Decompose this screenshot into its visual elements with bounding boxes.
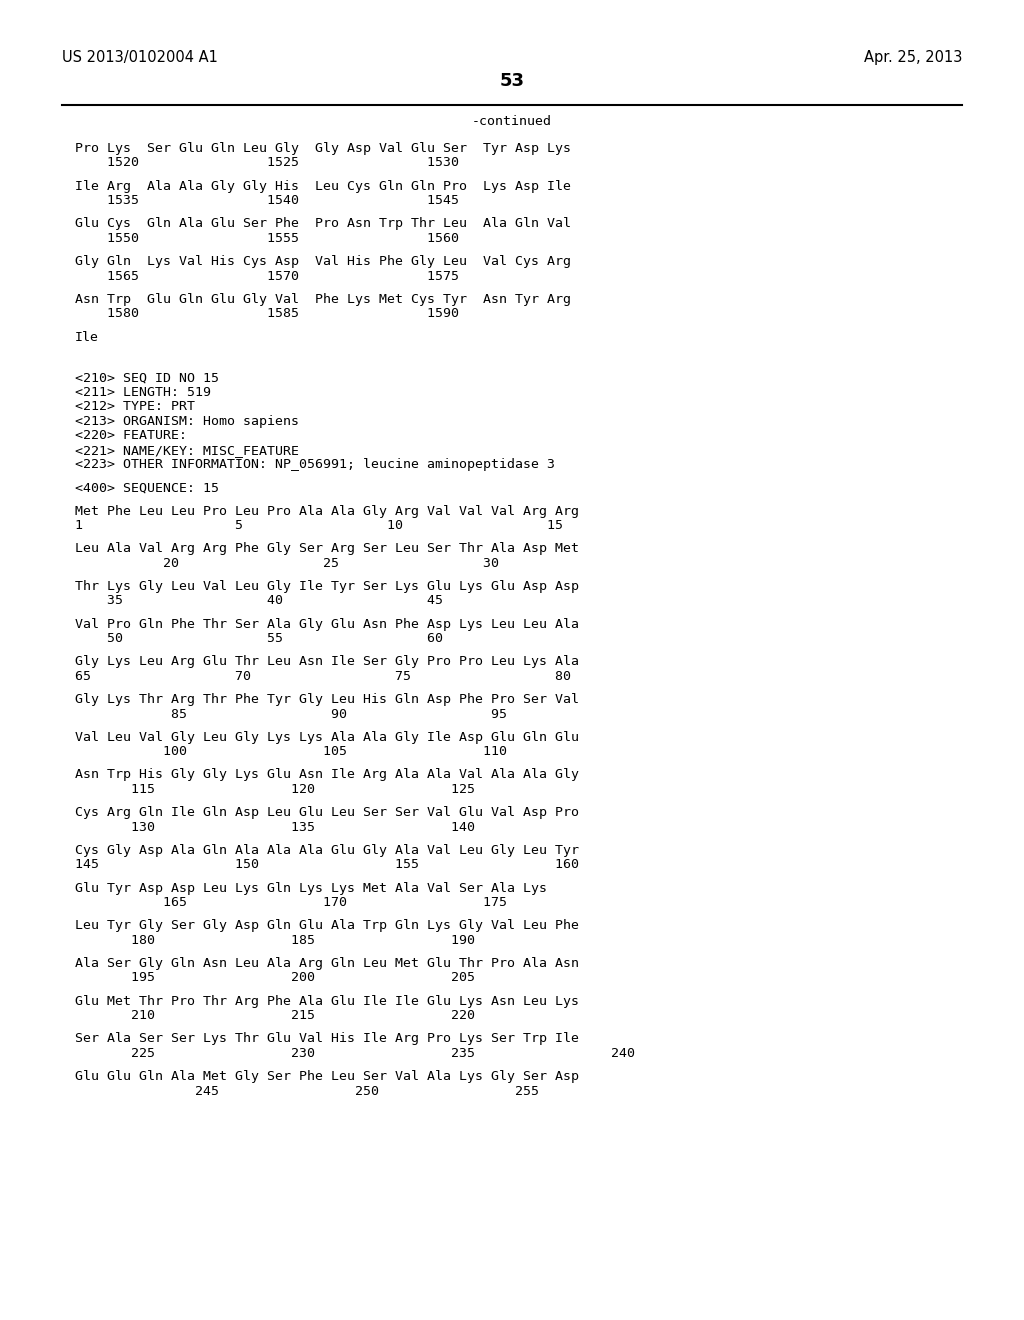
Text: 210                 215                 220: 210 215 220 — [75, 1008, 475, 1022]
Text: Met Phe Leu Leu Pro Leu Pro Ala Ala Gly Arg Val Val Val Arg Arg: Met Phe Leu Leu Pro Leu Pro Ala Ala Gly … — [75, 504, 579, 517]
Text: -continued: -continued — [472, 115, 552, 128]
Text: Cys Arg Gln Ile Gln Asp Leu Glu Leu Ser Ser Val Glu Val Asp Pro: Cys Arg Gln Ile Gln Asp Leu Glu Leu Ser … — [75, 807, 579, 820]
Text: Leu Tyr Gly Ser Gly Asp Gln Glu Ala Trp Gln Lys Gly Val Leu Phe: Leu Tyr Gly Ser Gly Asp Gln Glu Ala Trp … — [75, 919, 579, 932]
Text: 1580                1585                1590: 1580 1585 1590 — [75, 308, 459, 321]
Text: Cys Gly Asp Ala Gln Ala Ala Ala Glu Gly Ala Val Leu Gly Leu Tyr: Cys Gly Asp Ala Gln Ala Ala Ala Glu Gly … — [75, 843, 579, 857]
Text: 245                 250                 255: 245 250 255 — [75, 1085, 539, 1097]
Text: 1565                1570                1575: 1565 1570 1575 — [75, 269, 459, 282]
Text: 1550                1555                1560: 1550 1555 1560 — [75, 232, 459, 246]
Text: 130                 135                 140: 130 135 140 — [75, 821, 475, 834]
Text: <211> LENGTH: 519: <211> LENGTH: 519 — [75, 385, 211, 399]
Text: 50                  55                  60: 50 55 60 — [75, 632, 443, 645]
Text: Glu Cys  Gln Ala Glu Ser Phe  Pro Asn Trp Thr Leu  Ala Gln Val: Glu Cys Gln Ala Glu Ser Phe Pro Asn Trp … — [75, 218, 571, 231]
Text: Gly Lys Thr Arg Thr Phe Tyr Gly Leu His Gln Asp Phe Pro Ser Val: Gly Lys Thr Arg Thr Phe Tyr Gly Leu His … — [75, 693, 579, 706]
Text: 85                  90                  95: 85 90 95 — [75, 708, 507, 721]
Text: Val Pro Gln Phe Thr Ser Ala Gly Glu Asn Phe Asp Lys Leu Leu Ala: Val Pro Gln Phe Thr Ser Ala Gly Glu Asn … — [75, 618, 579, 631]
Text: <221> NAME/KEY: MISC_FEATURE: <221> NAME/KEY: MISC_FEATURE — [75, 444, 299, 457]
Text: US 2013/0102004 A1: US 2013/0102004 A1 — [62, 50, 218, 65]
Text: 1                   5                  10                  15: 1 5 10 15 — [75, 519, 563, 532]
Text: Glu Tyr Asp Asp Leu Lys Gln Lys Lys Met Ala Val Ser Ala Lys: Glu Tyr Asp Asp Leu Lys Gln Lys Lys Met … — [75, 882, 547, 895]
Text: Leu Ala Val Arg Arg Phe Gly Ser Arg Ser Leu Ser Thr Ala Asp Met: Leu Ala Val Arg Arg Phe Gly Ser Arg Ser … — [75, 543, 579, 556]
Text: Glu Glu Gln Ala Met Gly Ser Phe Leu Ser Val Ala Lys Gly Ser Asp: Glu Glu Gln Ala Met Gly Ser Phe Leu Ser … — [75, 1071, 579, 1082]
Text: 180                 185                 190: 180 185 190 — [75, 933, 475, 946]
Text: <223> OTHER INFORMATION: NP_056991; leucine aminopeptidase 3: <223> OTHER INFORMATION: NP_056991; leuc… — [75, 458, 555, 471]
Text: 115                 120                 125: 115 120 125 — [75, 783, 475, 796]
Text: 145                 150                 155                 160: 145 150 155 160 — [75, 858, 579, 871]
Text: Asn Trp  Glu Gln Glu Gly Val  Phe Lys Met Cys Tyr  Asn Tyr Arg: Asn Trp Glu Gln Glu Gly Val Phe Lys Met … — [75, 293, 571, 306]
Text: Pro Lys  Ser Glu Gln Leu Gly  Gly Asp Val Glu Ser  Tyr Asp Lys: Pro Lys Ser Glu Gln Leu Gly Gly Asp Val … — [75, 143, 571, 154]
Text: Gly Lys Leu Arg Glu Thr Leu Asn Ile Ser Gly Pro Pro Leu Lys Ala: Gly Lys Leu Arg Glu Thr Leu Asn Ile Ser … — [75, 655, 579, 668]
Text: <213> ORGANISM: Homo sapiens: <213> ORGANISM: Homo sapiens — [75, 414, 299, 428]
Text: 225                 230                 235                 240: 225 230 235 240 — [75, 1047, 635, 1060]
Text: 100                 105                 110: 100 105 110 — [75, 746, 507, 758]
Text: Ile Arg  Ala Ala Gly Gly His  Leu Cys Gln Gln Pro  Lys Asp Ile: Ile Arg Ala Ala Gly Gly His Leu Cys Gln … — [75, 180, 571, 193]
Text: 35                  40                  45: 35 40 45 — [75, 594, 443, 607]
Text: Apr. 25, 2013: Apr. 25, 2013 — [863, 50, 962, 65]
Text: Ser Ala Ser Ser Lys Thr Glu Val His Ile Arg Pro Lys Ser Trp Ile: Ser Ala Ser Ser Lys Thr Glu Val His Ile … — [75, 1032, 579, 1045]
Text: Ile: Ile — [75, 330, 99, 343]
Text: Ala Ser Gly Gln Asn Leu Ala Arg Gln Leu Met Glu Thr Pro Ala Asn: Ala Ser Gly Gln Asn Leu Ala Arg Gln Leu … — [75, 957, 579, 970]
Text: 1520                1525                1530: 1520 1525 1530 — [75, 157, 459, 169]
Text: <212> TYPE: PRT: <212> TYPE: PRT — [75, 400, 195, 413]
Text: <210> SEQ ID NO 15: <210> SEQ ID NO 15 — [75, 371, 219, 384]
Text: Thr Lys Gly Leu Val Leu Gly Ile Tyr Ser Lys Glu Lys Glu Asp Asp: Thr Lys Gly Leu Val Leu Gly Ile Tyr Ser … — [75, 579, 579, 593]
Text: Gly Gln  Lys Val His Cys Asp  Val His Phe Gly Leu  Val Cys Arg: Gly Gln Lys Val His Cys Asp Val His Phe … — [75, 255, 571, 268]
Text: 65                  70                  75                  80: 65 70 75 80 — [75, 669, 571, 682]
Text: Val Leu Val Gly Leu Gly Lys Lys Ala Ala Gly Ile Asp Glu Gln Glu: Val Leu Val Gly Leu Gly Lys Lys Ala Ala … — [75, 731, 579, 743]
Text: 165                 170                 175: 165 170 175 — [75, 896, 507, 909]
Text: 1535                1540                1545: 1535 1540 1545 — [75, 194, 459, 207]
Text: 53: 53 — [500, 73, 524, 90]
Text: <220> FEATURE:: <220> FEATURE: — [75, 429, 187, 442]
Text: 20                  25                  30: 20 25 30 — [75, 557, 499, 570]
Text: <400> SEQUENCE: 15: <400> SEQUENCE: 15 — [75, 482, 219, 494]
Text: Asn Trp His Gly Gly Lys Glu Asn Ile Arg Ala Ala Val Ala Ala Gly: Asn Trp His Gly Gly Lys Glu Asn Ile Arg … — [75, 768, 579, 781]
Text: Glu Met Thr Pro Thr Arg Phe Ala Glu Ile Ile Glu Lys Asn Leu Lys: Glu Met Thr Pro Thr Arg Phe Ala Glu Ile … — [75, 994, 579, 1007]
Text: 195                 200                 205: 195 200 205 — [75, 972, 475, 985]
